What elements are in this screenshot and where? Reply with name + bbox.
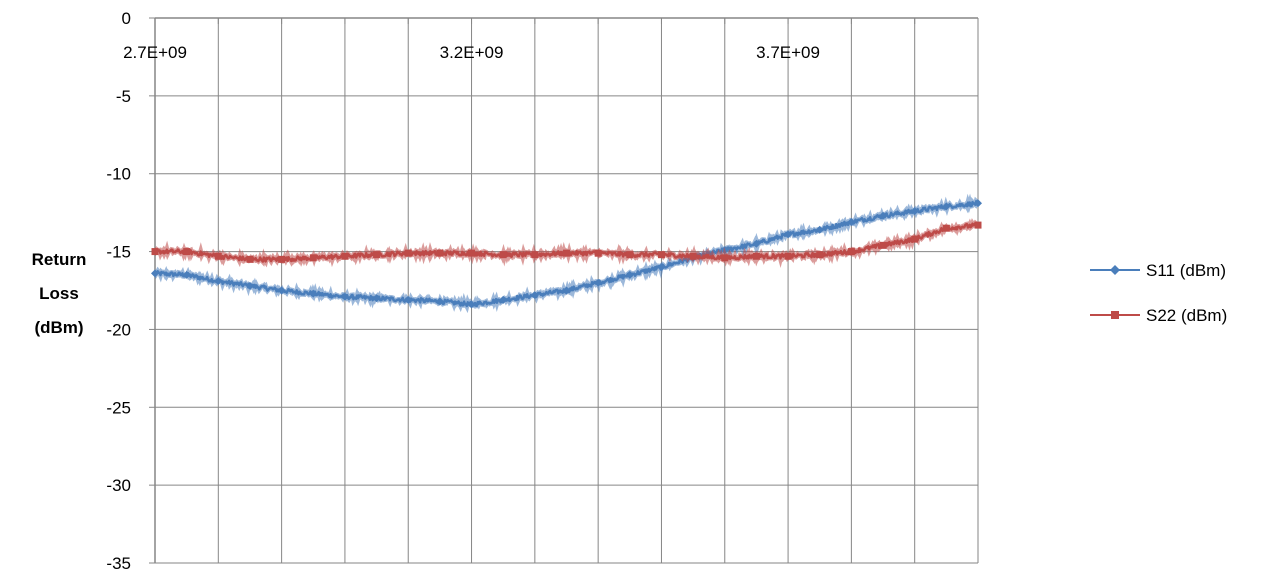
data-point	[340, 292, 349, 301]
data-point	[942, 224, 950, 232]
data-point	[151, 248, 159, 256]
data-point	[942, 202, 951, 211]
data-point	[246, 255, 254, 263]
legend-item: S22 (dBm)	[1090, 306, 1227, 325]
data-point	[594, 249, 602, 257]
data-point	[245, 281, 254, 290]
data-point	[784, 252, 792, 260]
legend-label: S11 (dBm)	[1146, 261, 1226, 280]
data-point	[404, 249, 412, 257]
data-point	[372, 294, 381, 303]
data-point	[784, 230, 793, 239]
data-point	[563, 249, 570, 257]
data-point	[404, 295, 413, 304]
data-point	[309, 289, 318, 298]
legend-marker	[1111, 311, 1119, 319]
y-tick-label: -15	[106, 243, 131, 262]
data-point	[689, 252, 697, 260]
data-point	[151, 269, 159, 278]
data-point	[214, 252, 222, 260]
data-point	[468, 249, 476, 257]
y-axis-label-line: Return	[32, 250, 87, 269]
data-point	[214, 277, 223, 286]
data-point	[721, 254, 729, 262]
y-tick-label: -35	[106, 554, 131, 573]
data-point	[657, 251, 665, 259]
y-tick-label: 0	[122, 9, 131, 28]
data-point	[879, 241, 887, 249]
series-s22	[151, 218, 982, 269]
data-point	[562, 286, 571, 295]
data-point	[879, 211, 888, 220]
data-point	[657, 263, 666, 272]
data-point	[183, 248, 191, 256]
data-point	[182, 270, 191, 279]
legend-marker	[1110, 265, 1120, 275]
data-point	[530, 291, 539, 300]
data-point	[499, 251, 507, 259]
legend-item: S11 (dBm)	[1090, 261, 1226, 280]
series-s11	[151, 193, 982, 314]
axes	[149, 17, 979, 564]
x-tick-label: 3.2E+09	[440, 43, 504, 62]
data-point	[531, 251, 539, 259]
y-tick-label: -20	[106, 320, 131, 339]
y-axis-label-line: (dBm)	[34, 318, 83, 337]
data-point	[625, 270, 634, 279]
data-point	[278, 255, 286, 263]
data-point	[499, 295, 508, 304]
y-axis-label: Return Loss (dBm)	[32, 250, 87, 337]
data-point	[594, 278, 603, 287]
data-point	[974, 199, 982, 208]
y-axis-label-line: Loss	[39, 284, 79, 303]
data-point	[974, 221, 982, 229]
x-tick-label: 3.7E+09	[756, 43, 820, 62]
data-point	[816, 251, 824, 259]
data-point	[373, 251, 381, 259]
y-tick-label: -30	[106, 476, 131, 495]
data-point	[626, 251, 634, 259]
y-tick-label: -5	[116, 87, 131, 106]
data-point	[752, 239, 761, 248]
data-point	[847, 248, 855, 256]
legend-label: S22 (dBm)	[1146, 306, 1227, 325]
y-tick-label: -10	[106, 165, 131, 184]
y-tick-label: -25	[106, 398, 131, 417]
grid	[154, 17, 979, 564]
data-point	[341, 252, 349, 260]
data-point	[435, 297, 444, 306]
data-point	[910, 207, 919, 216]
x-tick-label: 2.7E+09	[123, 43, 187, 62]
data-point	[847, 217, 856, 226]
data-point	[277, 286, 286, 295]
legend: S11 (dBm) S22 (dBm)	[1090, 261, 1227, 325]
data-point	[436, 249, 444, 257]
labels-layer: 0 -5 -10 -15 -20 -25 -30 -35 2.7E+09 3.2E+09 3.7E+…	[32, 9, 820, 573]
data-point	[467, 300, 476, 309]
series-layer	[151, 193, 982, 314]
data-point	[309, 254, 317, 262]
data-point	[815, 225, 824, 234]
data-point	[752, 252, 760, 260]
data-point	[911, 235, 919, 243]
